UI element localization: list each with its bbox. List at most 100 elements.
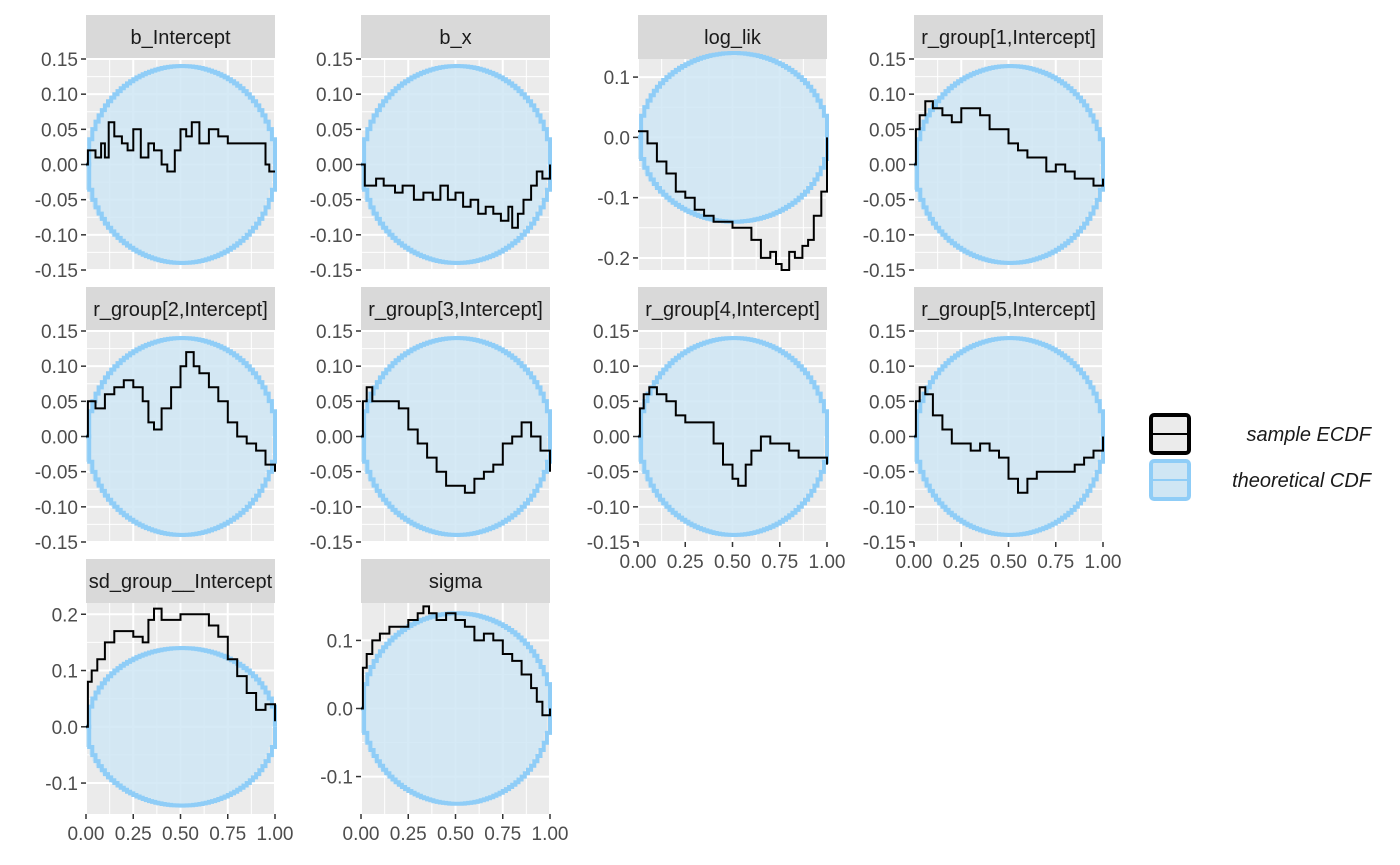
y-tick-label: 0.1 — [52, 662, 78, 683]
x-tick-label: 0.25 — [667, 552, 704, 573]
y-tick-label: 0.00 — [593, 428, 630, 449]
y-tick-label: -0.15 — [863, 261, 906, 282]
y-tick-label: -0.05 — [310, 463, 353, 484]
y-tick-label: -0.15 — [863, 533, 906, 554]
sample-ecdf-line — [361, 605, 551, 717]
y-tick-label: -0.15 — [35, 261, 78, 282]
band-upper-edge — [361, 336, 552, 439]
facet-title: r_group[1,Intercept] — [921, 27, 1096, 49]
y-tick-label: 0.15 — [869, 322, 906, 343]
y-tick-label: -0.10 — [587, 498, 630, 519]
band-lower-edge — [361, 434, 552, 537]
y-tick-label: -0.10 — [310, 498, 353, 519]
facet-strip — [86, 559, 275, 603]
x-tick-label: 0.25 — [943, 552, 980, 573]
y-tick-label: -0.10 — [863, 498, 906, 519]
y-tick-label: 0.15 — [316, 50, 353, 71]
band-upper-edge — [638, 336, 829, 439]
band-lower-edge — [914, 434, 1105, 537]
y-tick-label: 0.10 — [869, 357, 906, 378]
y-tick-label: 0.05 — [869, 120, 906, 141]
band-upper-edge — [914, 64, 1105, 167]
y-tick-label: 0.10 — [869, 85, 906, 106]
y-tick-label: -0.10 — [35, 498, 78, 519]
facet-title: b_Intercept — [130, 27, 231, 49]
y-tick-label: -0.15 — [310, 261, 353, 282]
theoretical-cdf-band — [638, 338, 827, 535]
x-tick-label: 0.50 — [437, 824, 474, 845]
legend-label-band: theoretical CDF — [1232, 470, 1373, 492]
band-upper-edge — [914, 336, 1105, 439]
facet-strip — [361, 15, 550, 59]
y-tick-label: -0.1 — [320, 768, 353, 789]
facet-panel-1: b_x -0.15 -0.10 -0.05 0.00 0.05 0.10 0.15 — [310, 15, 552, 282]
x-tick-label: 1.00 — [809, 552, 846, 573]
theoretical-cdf-band — [361, 613, 550, 804]
x-tick-label: 0.00 — [68, 824, 105, 845]
facet-panel-7: r_group[5,Intercept] -0.15 -0.10 -0.05 0.00 0… — [863, 287, 1121, 573]
band-lower-edge — [86, 162, 277, 265]
y-tick-label: 0.10 — [316, 85, 353, 106]
facet-title: r_group[3,Intercept] — [368, 299, 543, 321]
y-tick-label: -0.1 — [597, 189, 630, 210]
y-tick-label: 0.15 — [869, 50, 906, 71]
x-tick-label: 0.75 — [484, 824, 521, 845]
x-tick-label: 0.25 — [390, 824, 427, 845]
y-tick-label: -0.05 — [587, 463, 630, 484]
facet-strip — [86, 287, 275, 331]
y-tick-label: 0.0 — [604, 128, 630, 149]
sample-ecdf-line — [914, 386, 1104, 494]
facet-strip — [361, 559, 550, 603]
y-tick-label: 0.0 — [327, 700, 353, 721]
legend-label-ecdf: sample ECDF — [1247, 424, 1373, 446]
y-tick-label: 0.05 — [41, 120, 78, 141]
x-tick-label: 0.50 — [990, 552, 1027, 573]
facet-title: sigma — [429, 571, 483, 593]
band-lower-edge — [914, 162, 1105, 265]
band-lower-edge — [361, 162, 552, 265]
theoretical-cdf-band — [914, 338, 1103, 535]
facet-panel-3: r_group[1,Intercept] -0.15 -0.10 -0.05 0.00 0… — [863, 15, 1105, 282]
y-tick-label: -0.05 — [35, 191, 78, 212]
y-tick-label: 0.10 — [41, 357, 78, 378]
x-tick-label: 0.75 — [761, 552, 798, 573]
band-upper-edge — [86, 336, 277, 439]
theoretical-cdf-band — [638, 53, 827, 222]
facet-strip — [361, 287, 550, 331]
legend: sample ECDF theoretical CDF — [1149, 413, 1373, 501]
x-tick-label: 0.50 — [162, 824, 199, 845]
sample-ecdf-line — [86, 607, 276, 728]
band-lower-edge — [86, 434, 277, 537]
band-upper-edge — [86, 64, 277, 167]
y-tick-label: -0.15 — [587, 533, 630, 554]
facet-panel-0: b_Intercept -0.15 -0.10 -0.05 0.00 0.05 0.10 0.… — [35, 15, 277, 282]
sample-ecdf-line — [914, 100, 1104, 187]
y-tick-label: -0.05 — [863, 463, 906, 484]
sample-ecdf-line — [86, 121, 275, 173]
facet-panel-9: sigma -0.1 0.0 0.1 0.00 0.25 0.50 0.75 1.00 — [320, 559, 568, 845]
y-tick-label: 0.00 — [316, 156, 353, 177]
y-tick-label: 0.00 — [869, 428, 906, 449]
y-tick-label: 0.10 — [593, 357, 630, 378]
facet-panel-2: log_lik -0.2 -0.1 0.0 0.1 — [597, 15, 829, 271]
y-tick-label: -0.15 — [35, 533, 78, 554]
x-tick-label: 0.25 — [115, 824, 152, 845]
facet-title: b_x — [439, 27, 471, 49]
sample-ecdf-line — [638, 130, 828, 271]
facet-strip — [914, 15, 1103, 59]
band-upper-edge — [86, 646, 277, 729]
y-tick-label: 0.1 — [327, 631, 353, 652]
y-tick-label: -0.2 — [597, 249, 630, 270]
y-tick-label: -0.15 — [310, 533, 353, 554]
x-tick-label: 0.00 — [343, 824, 380, 845]
sample-ecdf-line — [361, 386, 551, 494]
y-tick-label: 0.10 — [41, 85, 78, 106]
band-upper-edge — [638, 51, 829, 140]
y-tick-label: 0.15 — [316, 322, 353, 343]
facet-strip — [914, 287, 1103, 331]
y-tick-label: 0.2 — [52, 605, 78, 626]
sample-ecdf-line — [638, 386, 828, 487]
y-tick-label: 0.00 — [41, 428, 78, 449]
y-tick-label: 0.05 — [41, 392, 78, 413]
